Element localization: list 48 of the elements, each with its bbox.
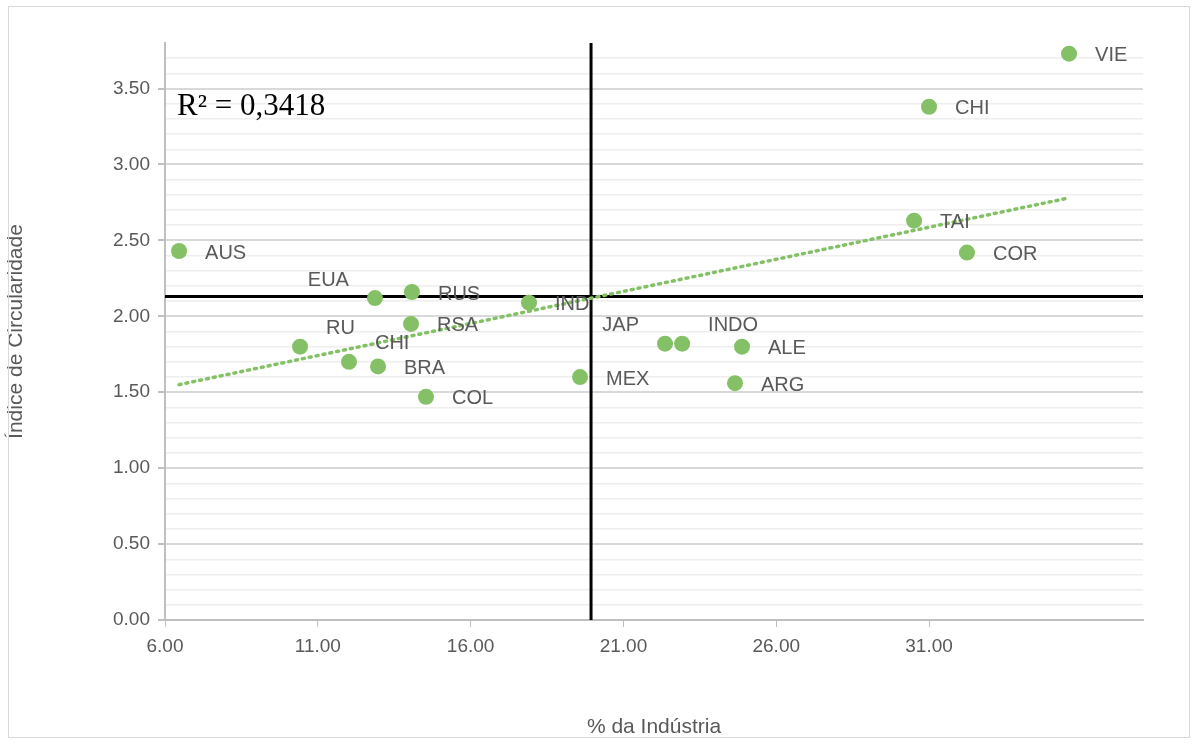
x-tick-label: 6.00 — [146, 634, 184, 656]
annotation: RU — [326, 316, 355, 339]
point — [366, 290, 383, 307]
point — [921, 98, 938, 115]
annotation: EUA — [307, 267, 350, 290]
y-axis-title: Índice de Circularidade — [3, 224, 27, 439]
point — [370, 358, 387, 375]
point — [1061, 45, 1078, 62]
y-tick-label: 2.50 — [113, 228, 150, 250]
x-axis-title: % da Indústria — [586, 714, 722, 738]
y-tick-label: 0.50 — [113, 532, 150, 554]
point — [340, 353, 357, 370]
point — [572, 369, 589, 386]
x-tick-label: 21.00 — [599, 634, 648, 656]
annotation: ARG — [760, 372, 805, 395]
x-tick-label: 31.00 — [905, 634, 953, 656]
x-tick-label: 16.00 — [446, 634, 495, 656]
point — [403, 284, 420, 301]
point — [734, 338, 751, 355]
y-tick-label: 1.00 — [113, 456, 150, 478]
point — [958, 244, 975, 261]
y-tick-label: 3.50 — [113, 76, 150, 98]
point — [521, 294, 537, 311]
annotation: JAP — [602, 313, 640, 336]
annotation: ALE — [768, 336, 806, 359]
point — [171, 243, 188, 260]
annotation: R² = 0,3418 — [177, 87, 326, 123]
point — [906, 212, 923, 229]
y-tick-label: 1.50 — [113, 380, 150, 402]
y-tick-label: 0.00 — [113, 608, 150, 630]
annotation: MEX — [606, 366, 650, 389]
annotation: COL — [452, 386, 494, 409]
x-tick-label: 11.00 — [294, 634, 341, 656]
point — [657, 335, 673, 352]
annotation: BRA — [404, 355, 446, 378]
annotation: COR — [992, 242, 1038, 265]
point — [292, 338, 309, 355]
point — [418, 388, 434, 405]
y-tick-label: 2.00 — [113, 304, 150, 326]
annotation: AUS — [205, 240, 247, 263]
point — [674, 335, 691, 352]
annotation: INDO — [708, 313, 759, 336]
x-tick-label: 26.00 — [752, 634, 801, 656]
annotation: VIE — [1095, 43, 1128, 66]
point — [726, 375, 743, 392]
point — [403, 315, 420, 332]
annotation: CHI — [955, 96, 990, 119]
y-tick-label: 3.00 — [113, 152, 150, 174]
